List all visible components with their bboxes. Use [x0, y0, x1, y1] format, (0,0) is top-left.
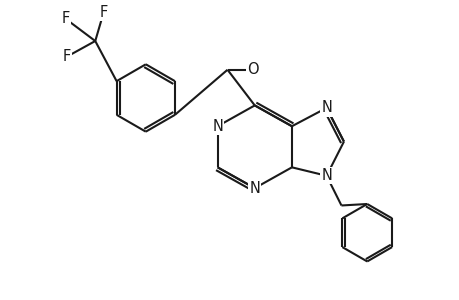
Text: O: O: [247, 62, 258, 77]
Text: N: N: [320, 100, 331, 116]
Text: F: F: [62, 11, 69, 26]
Text: F: F: [99, 5, 107, 20]
Text: N: N: [249, 181, 260, 196]
Text: F: F: [62, 50, 71, 64]
Text: N: N: [320, 168, 331, 183]
Text: N: N: [212, 119, 223, 134]
